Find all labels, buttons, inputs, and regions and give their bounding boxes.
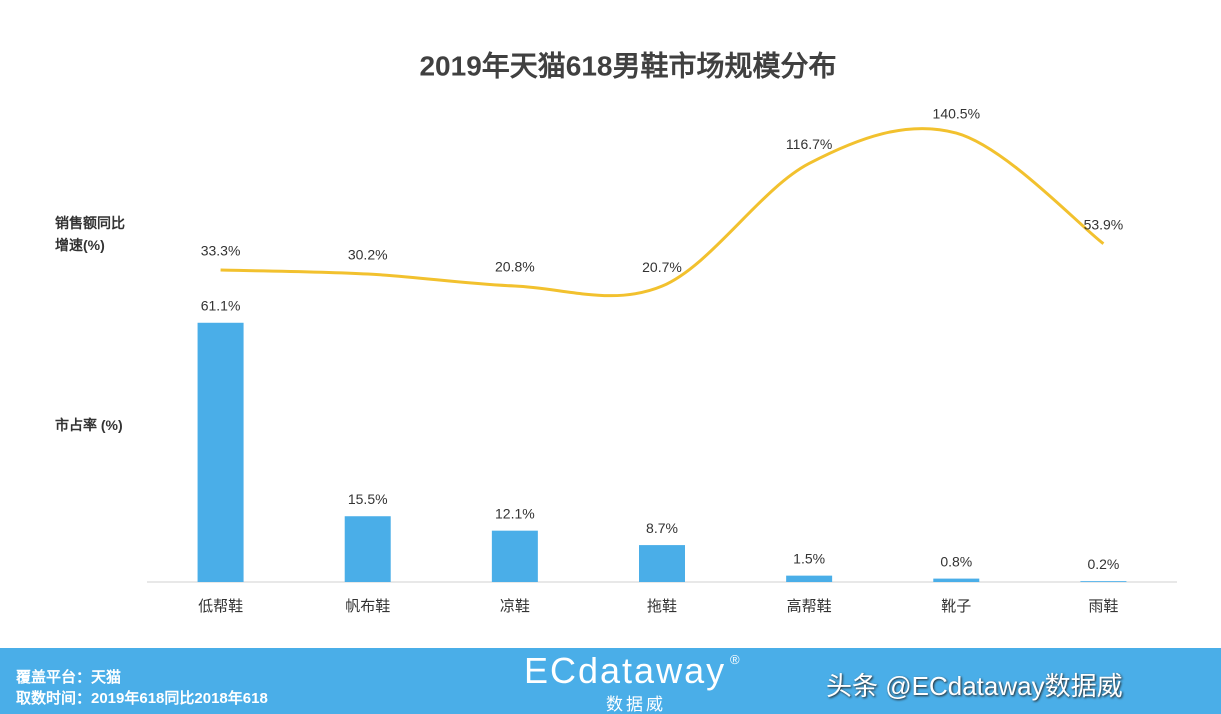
line-value-label: 20.7%	[642, 259, 682, 275]
bar	[933, 578, 980, 582]
chart: 2019年天猫618男鞋市场规模分布 低帮鞋 帆布鞋 凉鞋 拖鞋 高帮鞋 靴子 雨鞋 61.1…	[147, 49, 1177, 615]
x-tick-label: 凉鞋	[500, 598, 530, 615]
line-series-label: 销售额同比增速(%)	[55, 215, 125, 253]
bar-value-label: 12.1%	[495, 505, 535, 521]
watermark: 头条 @ECdataway数据威	[826, 671, 1123, 701]
bar	[491, 530, 538, 582]
bar	[639, 545, 685, 582]
line-value-label: 20.8%	[495, 259, 535, 275]
x-tick-label: 雨鞋	[1088, 598, 1118, 615]
platform: 覆盖平台：天猫	[16, 669, 122, 686]
bar	[197, 322, 244, 582]
x-tick-label: 高帮鞋	[787, 598, 832, 615]
bar-series-label: 市占率 (%)	[55, 417, 123, 433]
period: 取数时间：2019年618同比2018年618	[16, 690, 268, 707]
line-value-label: 140.5%	[933, 106, 980, 122]
bar	[1080, 581, 1127, 582]
chart-title: 2019年天猫618男鞋市场规模分布	[419, 49, 836, 81]
bar-value-label: 8.7%	[646, 520, 678, 536]
line-value-label: 30.2%	[348, 247, 388, 263]
x-tick-label: 靴子	[941, 598, 971, 615]
bar-value-label: 0.8%	[940, 553, 972, 569]
x-tick-label: 低帮鞋	[198, 598, 243, 615]
bar	[786, 575, 833, 582]
x-tick-label: 帆布鞋	[345, 598, 390, 615]
logo-mark: ®	[730, 652, 740, 667]
logo: ECdataway	[524, 650, 727, 691]
logo-sub: 数据威	[606, 695, 666, 714]
x-tick-label: 拖鞋	[647, 598, 677, 615]
line-value-label: 33.3%	[201, 243, 241, 259]
line-value-label: 53.9%	[1084, 216, 1124, 232]
growth-line	[220, 127, 1105, 298]
bar	[344, 516, 391, 582]
bar-value-label: 1.5%	[793, 550, 825, 566]
bar-value-label: 15.5%	[348, 491, 388, 507]
bar-value-label: 0.2%	[1087, 556, 1119, 572]
line-value-label: 116.7%	[786, 136, 832, 152]
bar-value-label: 61.1%	[201, 297, 241, 313]
footer: 覆盖平台：天猫 取数时间：2019年618同比2018年618 ECdatawa…	[0, 648, 1221, 714]
